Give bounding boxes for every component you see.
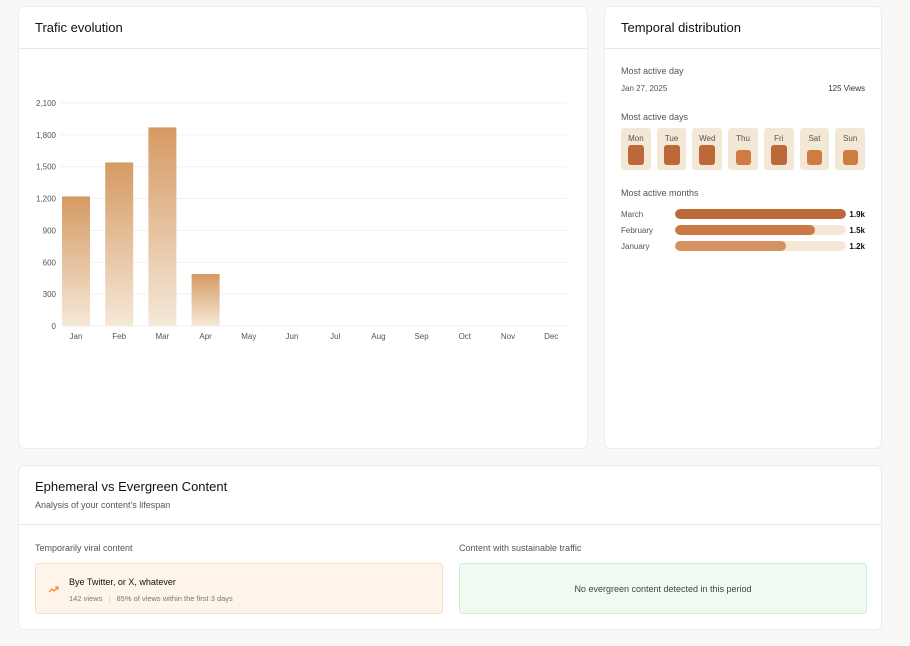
x-tick-label: Jan — [70, 332, 83, 341]
day-cell-wed: Wed — [692, 128, 723, 170]
weekday-heatmap: Mon Tue Wed Thu Fri Sat Sun — [621, 128, 866, 170]
month-bar-track — [675, 241, 846, 251]
month-bar-fill — [675, 241, 787, 251]
x-tick-label: Apr — [199, 332, 212, 341]
y-tick-label: 1,200 — [36, 195, 57, 204]
evergreen-empty-state: No evergreen content detected in this pe… — [459, 563, 867, 614]
day-label: Sun — [843, 134, 858, 143]
card-subtitle: Analysis of your content's lifespan — [35, 500, 171, 510]
day-intensity — [627, 145, 644, 165]
viral-item-title: Bye Twitter, or X, whatever — [69, 577, 176, 587]
traffic-evolution-card: Trafic evolution 0 300 600 900 1,200 1,500 1,8… — [18, 6, 588, 449]
x-tick-label: Jul — [330, 332, 340, 341]
x-tick-label: Jun — [286, 332, 299, 341]
x-tick-label: Oct — [459, 332, 472, 341]
month-bar-track — [675, 209, 846, 219]
month-row: January 1.2k — [621, 238, 865, 254]
day-intensity — [806, 150, 822, 165]
y-tick-label: 2,100 — [36, 99, 57, 108]
most-active-months-label: Most active months — [621, 188, 699, 198]
month-row: February 1.5k — [621, 222, 865, 238]
viral-label: Temporarily viral content — [35, 543, 133, 553]
most-active-day-label: Most active day — [621, 66, 684, 76]
y-tick-label: 300 — [43, 290, 57, 299]
bar-feb — [105, 162, 134, 326]
day-label: Tue — [664, 134, 679, 143]
month-value: 1.9k — [849, 209, 865, 219]
separator: | — [108, 594, 111, 603]
day-cell-mon: Mon — [621, 128, 651, 170]
y-tick-label: 600 — [43, 258, 57, 267]
y-tick-label: 0 — [52, 322, 57, 331]
viral-item-detail: 85% of views within the first 3 days — [116, 594, 233, 603]
x-tick-label: Sep — [414, 332, 429, 341]
month-value: 1.2k — [849, 241, 865, 251]
day-cell-sat: Sat — [799, 128, 830, 170]
x-tick-label: Dec — [544, 332, 558, 341]
card-title: Temporal distribution — [605, 7, 881, 49]
day-label: Wed — [699, 134, 716, 143]
card-title: Trafic evolution — [19, 7, 587, 49]
month-row: March 1.9k — [621, 206, 865, 222]
y-tick-label: 1,500 — [36, 163, 57, 172]
x-tick-label: Mar — [156, 332, 170, 341]
x-tick-label: Aug — [371, 332, 385, 341]
day-label: Thu — [736, 134, 750, 143]
x-tick-label: Nov — [501, 332, 515, 341]
viral-content-item[interactable]: Bye Twitter, or X, whatever 142 views | … — [35, 563, 443, 614]
most-active-day-date: Jan 27, 2025 — [621, 84, 668, 93]
lifespan-card: Ephemeral vs Evergreen Content Analysis … — [18, 465, 882, 630]
month-name: March — [621, 209, 644, 219]
day-cell-thu: Thu — [728, 128, 758, 170]
day-intensity — [735, 150, 751, 165]
card-title: Ephemeral vs Evergreen Content — [35, 479, 228, 494]
day-cell-sun: Sun — [835, 128, 866, 170]
trending-up-icon — [48, 586, 59, 593]
day-label: Mon — [628, 134, 644, 143]
y-tick-label: 900 — [43, 226, 57, 235]
month-name: February — [621, 225, 654, 235]
bar-apr — [191, 273, 220, 326]
day-cell-tue: Tue — [656, 128, 687, 170]
day-intensity — [663, 145, 680, 165]
day-intensity — [770, 145, 787, 165]
x-tick-label: May — [241, 332, 256, 341]
most-active-days-label: Most active days — [621, 112, 689, 122]
bar-mar — [148, 127, 177, 326]
evergreen-label: Content with sustainable traffic — [459, 543, 582, 553]
day-label: Fri — [774, 134, 784, 143]
x-tick-label: Feb — [112, 332, 126, 341]
month-bar-fill — [675, 209, 846, 219]
most-active-day-views: 125 Views — [828, 84, 865, 93]
month-value: 1.5k — [849, 225, 865, 235]
month-bars: March 1.9k February 1.5k January 1.2k — [621, 206, 865, 254]
month-bar-fill — [675, 225, 816, 235]
day-cell-fri: Fri — [763, 128, 794, 170]
viral-item-views: 142 views — [69, 594, 103, 603]
temporal-distribution-card: Temporal distribution Most active day Ja… — [604, 6, 882, 449]
day-intensity — [699, 145, 716, 165]
month-bar-track — [675, 225, 846, 235]
traffic-bar-chart: 0 300 600 900 1,200 1,500 1,800 2,100 Jan Feb Mar A… — [36, 99, 567, 341]
month-name: January — [621, 241, 650, 251]
y-tick-label: 1,800 — [36, 131, 57, 140]
bar-jan — [62, 196, 90, 326]
day-label: Sat — [808, 134, 821, 143]
day-intensity — [842, 150, 858, 165]
